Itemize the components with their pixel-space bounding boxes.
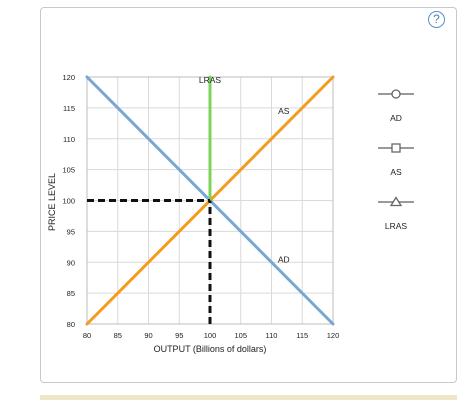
x-tick-label-80: 80 — [83, 331, 91, 340]
legend-square-icon — [391, 143, 401, 153]
y-tick-label-90: 90 — [67, 258, 75, 267]
x-tick-label-95: 95 — [175, 331, 183, 340]
legend-label-ad: AD — [390, 113, 402, 123]
y-tick-label-105: 105 — [62, 166, 75, 175]
curve-label-lras: LRAS — [199, 75, 222, 85]
x-tick-label-115: 115 — [296, 331, 308, 340]
help-button[interactable]: ? — [428, 11, 445, 28]
x-axis-ticks: 80 85 90 95 100 105 110 115 120 — [83, 331, 339, 340]
y-tick-label-115: 115 — [63, 104, 75, 113]
x-tick-label-100: 100 — [204, 331, 217, 340]
legend-label-as: AS — [390, 167, 402, 177]
legend-triangle-icon — [389, 196, 403, 207]
x-tick-label-90: 90 — [144, 331, 152, 340]
y-axis-label: PRICE LEVEL — [47, 173, 57, 231]
y-tick-label-110: 110 — [63, 135, 75, 144]
guide-lines — [87, 199, 212, 324]
bottom-bar — [40, 395, 457, 400]
curve-labels: LRAS AS AD — [199, 75, 290, 264]
y-tick-label-100: 100 — [62, 197, 75, 206]
y-tick-label-80: 80 — [67, 320, 75, 329]
x-tick-label-110: 110 — [266, 331, 278, 340]
x-tick-label-85: 85 — [114, 331, 122, 340]
curve-label-as: AS — [278, 106, 290, 116]
y-tick-label-120: 120 — [62, 73, 75, 82]
legend: AD AS LRAS — [378, 89, 414, 231]
y-tick-label-85: 85 — [67, 289, 75, 298]
x-tick-label-120: 120 — [327, 331, 340, 340]
y-axis-ticks: 80 85 90 95 100 105 110 115 120 — [62, 73, 75, 329]
y-tick-label-95: 95 — [67, 227, 75, 236]
curve-label-ad: AD — [278, 254, 290, 264]
legend-label-lras: LRAS — [385, 221, 408, 231]
graph-panel — [40, 7, 457, 383]
legend-circle-icon — [391, 89, 401, 99]
x-tick-label-105: 105 — [234, 331, 247, 340]
x-axis-label: OUTPUT (Billions of dollars) — [154, 344, 267, 354]
